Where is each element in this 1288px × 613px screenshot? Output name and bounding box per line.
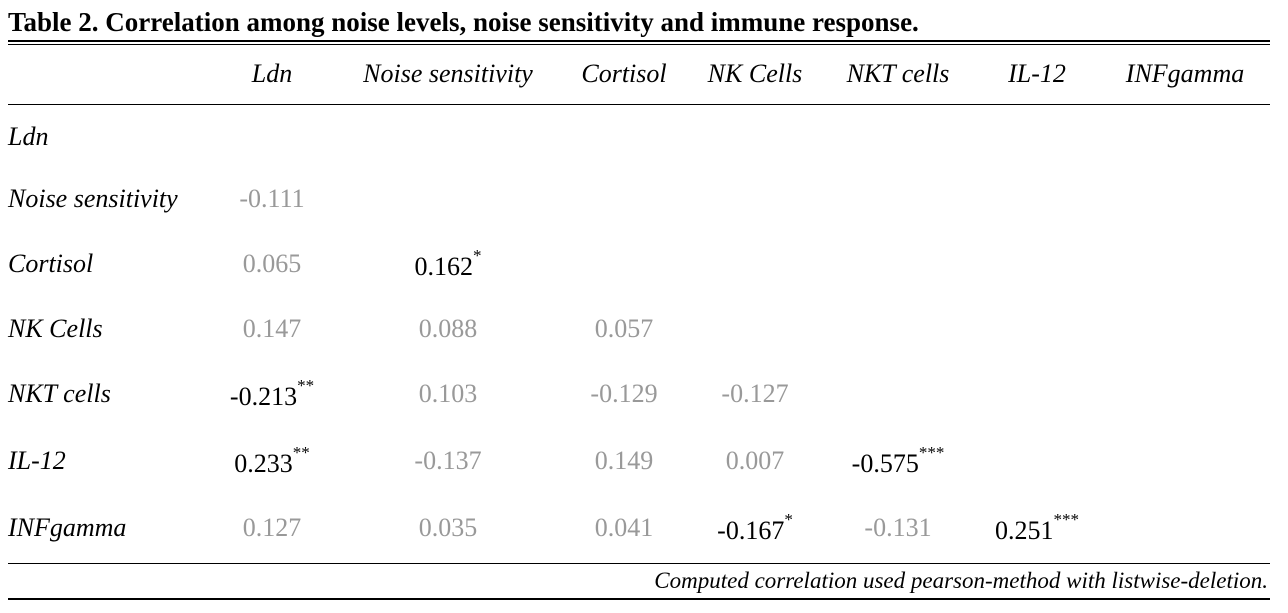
correlation-cell: 0.088 (363, 313, 533, 345)
bottom-rule (8, 563, 1270, 564)
correlation-value: 0.041 (594, 513, 654, 542)
column-header: NK Cells (707, 59, 803, 88)
significance-marker: ** (297, 376, 315, 396)
correlation-cell: 0.233** (187, 444, 357, 480)
correlation-value: 0.103 (418, 379, 478, 408)
correlation-cell: -0.129 (539, 378, 709, 410)
correlation-value: -0.127 (721, 379, 789, 408)
significance-marker: *** (1053, 510, 1080, 530)
correlation-cell: 0.162* (363, 247, 533, 283)
correlation-cell: -0.167* (670, 511, 840, 547)
correlation-cell: 0.035 (363, 512, 533, 544)
row-label: NKT cells (8, 379, 111, 408)
correlation-cell: 0.007 (670, 445, 840, 477)
correlation-cell: 0.041 (539, 512, 709, 544)
correlation-value: 0.088 (418, 314, 478, 343)
correlation-value: 0.007 (725, 446, 785, 475)
correlation-value: 0.233 (234, 449, 293, 478)
correlation-cell: -0.137 (363, 445, 533, 477)
row-label: IL-12 (8, 446, 66, 475)
correlation-cell: -0.213** (187, 377, 357, 413)
correlation-cell: -0.575*** (813, 444, 983, 480)
correlation-cell: -0.111 (187, 183, 357, 215)
column-header: INFgamma (1125, 59, 1245, 88)
correlation-value: 0.147 (242, 314, 302, 343)
table-title: Table 2. Correlation among noise levels,… (8, 7, 919, 37)
correlation-value: -0.131 (864, 513, 932, 542)
row-label: NK Cells (8, 314, 103, 343)
significance-marker: * (784, 510, 793, 530)
correlation-cell: 0.057 (539, 313, 709, 345)
correlation-cell: 0.065 (187, 248, 357, 280)
top-rule (8, 40, 1270, 42)
column-header: Ldn (251, 59, 293, 88)
top-rule-secondary (8, 44, 1270, 45)
significance-marker: * (473, 246, 482, 266)
table-footnote: Computed correlation used pearson-method… (654, 568, 1268, 593)
column-header: IL-12 (1008, 59, 1066, 88)
column-header: NKT cells (846, 59, 950, 88)
correlation-value: 0.065 (242, 249, 302, 278)
correlation-cell: -0.127 (670, 378, 840, 410)
correlation-cell: 0.147 (187, 313, 357, 345)
significance-marker: *** (918, 443, 945, 463)
correlation-value: 0.035 (418, 513, 478, 542)
row-label: INFgamma (8, 513, 127, 542)
correlation-value: 0.251 (995, 516, 1054, 545)
correlation-value: 0.057 (594, 314, 654, 343)
row-label: Cortisol (8, 249, 94, 278)
correlation-value: -0.111 (239, 184, 305, 213)
correlation-cell: 0.251*** (952, 511, 1122, 547)
correlation-value: -0.167 (717, 516, 785, 545)
correlation-value: -0.137 (414, 446, 482, 475)
correlation-value: -0.213 (229, 382, 298, 411)
correlation-value: -0.575 (851, 449, 919, 478)
correlation-cell: 0.103 (363, 378, 533, 410)
correlation-cell: 0.127 (187, 512, 357, 544)
row-label: Noise sensitivity (8, 184, 178, 213)
correlation-cell: 0.149 (539, 445, 709, 477)
correlation-cell: -0.131 (813, 512, 983, 544)
header-divider (8, 104, 1270, 105)
correlation-value: -0.129 (590, 379, 658, 408)
column-header: Cortisol (581, 59, 667, 88)
column-header: Noise sensitivity (363, 59, 533, 88)
bottom-rule-secondary (8, 598, 1270, 600)
correlation-value: 0.162 (414, 252, 474, 281)
correlation-value: 0.127 (242, 513, 302, 542)
correlation-value: 0.149 (594, 446, 654, 475)
significance-marker: ** (292, 443, 310, 463)
row-label: Ldn (8, 122, 49, 151)
